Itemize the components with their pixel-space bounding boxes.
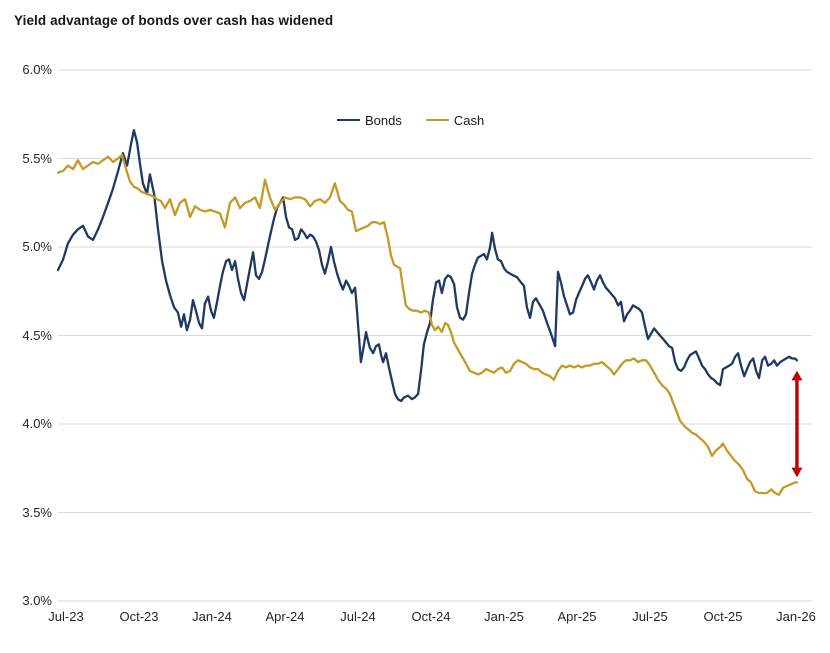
y-tick-label: 5.0%	[22, 239, 52, 254]
x-tick-label: Jul-24	[340, 609, 376, 624]
y-tick-label: 3.0%	[22, 593, 52, 608]
y-tick-label: 6.0%	[22, 62, 52, 77]
legend: Bonds Cash	[337, 112, 484, 128]
x-tick-label: Apr-25	[557, 609, 597, 624]
bonds-line-swatch	[337, 118, 360, 122]
x-tick-label: Jan-26	[776, 609, 816, 624]
x-tick-label: Jan-25	[484, 609, 524, 624]
legend-item-bonds: Bonds	[337, 113, 402, 128]
x-tick-label: Apr-24	[265, 609, 305, 624]
x-tick-label: Jul-25	[632, 609, 668, 624]
y-tick-label: 4.0%	[22, 416, 52, 431]
legend-label-bonds: Bonds	[365, 112, 402, 128]
chart-title: Yield advantage of bonds over cash has w…	[14, 13, 334, 28]
y-tick-label: 4.5%	[22, 327, 52, 343]
cash-line	[56, 153, 799, 496]
y-tick-label: 5.5%	[22, 150, 52, 166]
gap-arrow-head-up	[791, 370, 803, 381]
gap-arrow-head-down	[791, 467, 803, 478]
x-tick-label: Jan-24	[192, 609, 232, 624]
legend-item-cash: Cash	[425, 112, 485, 128]
y-tick-label: 3.5%	[22, 504, 52, 520]
legend-label-cash: Cash	[453, 112, 485, 128]
x-tick-label: Oct-24	[411, 609, 451, 624]
x-tick-label: Jul-23	[48, 609, 84, 624]
x-tick-label: Oct-25	[703, 609, 743, 624]
bonds-line	[56, 129, 799, 403]
cash-line-swatch	[425, 118, 449, 122]
x-tick-label: Oct-23	[119, 609, 159, 624]
